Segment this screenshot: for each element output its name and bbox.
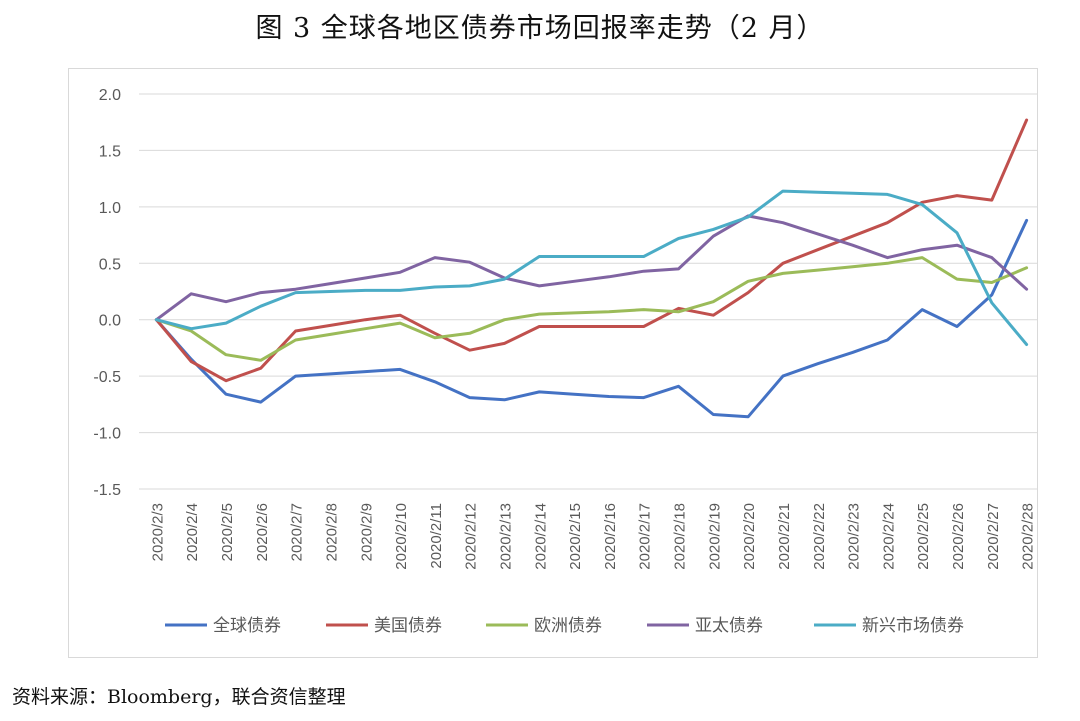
x-tick-label: 2020/2/17 [637,503,654,570]
line-chart: 2.0 1.5 1.0 0.5 0.0 -0.5 -1.0 -1.5 2020/2/3 2020/… [93,87,1037,636]
x-tick-label: 2020/2/18 [672,503,689,570]
legend-label: 欧洲债券 [534,616,602,636]
x-tick-label: 2020/2/11 [428,503,445,569]
x-tick-label: 2020/2/9 [358,503,375,561]
x-tick-label: 2020/2/16 [602,503,619,570]
x-tick-label: 2020/2/7 [289,503,306,561]
x-tick-label: 2020/2/5 [219,503,236,561]
x-tick-label: 2020/2/21 [776,503,793,570]
x-tick-label: 2020/2/19 [706,503,723,570]
x-tick-label: 2020/2/8 [323,503,340,561]
x-tick-label: 2020/2/24 [880,503,897,570]
y-tick-label: 1.0 [99,200,121,217]
x-tick-label: 2020/2/10 [393,503,410,570]
x-tick-label: 2020/2/20 [741,503,758,570]
series-line-1 [154,218,1029,419]
y-tick-label: -1.5 [93,482,121,499]
y-tick-label: 1.5 [99,143,121,160]
series-line-2 [154,118,1029,383]
y-tick-label: 0.5 [99,256,121,273]
x-tick-label: 2020/2/6 [254,503,271,561]
x-tick-label: 2020/2/22 [811,503,828,570]
x-tick-label: 2020/2/14 [532,503,549,570]
x-tick-label: 2020/2/12 [463,503,480,570]
y-tick-label: -0.5 [93,369,121,386]
legend-label: 全球债券 [213,616,281,636]
x-tick-label: 2020/2/23 [846,503,863,570]
series-line-5 [154,189,1029,346]
chart-title: 图 3 全球各地区债券市场回报率走势（2 月） [255,13,825,44]
source-note: 资料来源：Bloomberg，联合资信整理 [12,686,346,708]
x-tick-label: 2020/2/3 [149,503,166,561]
legend-label: 亚太债券 [695,616,763,636]
chart-frame: 2.0 1.5 1.0 0.5 0.0 -0.5 -1.0 -1.5 2020/2/3 2020/… [68,68,1038,658]
x-tick-label: 2020/2/4 [184,503,201,561]
series-line-3 [154,256,1029,362]
x-tick-label: 2020/2/25 [915,503,932,570]
x-tick-label: 2020/2/28 [1020,503,1037,570]
x-tick-label: 2020/2/13 [497,503,514,570]
y-tick-label: 2.0 [99,87,121,104]
x-tick-label: 2020/2/27 [985,503,1002,570]
legend-label: 美国债券 [374,616,442,636]
y-tick-label: -1.0 [93,426,121,443]
series-line-4 [154,214,1029,322]
y-tick-label: 0.0 [99,313,121,330]
x-tick-label: 2020/2/15 [567,503,584,570]
legend-label: 新兴市场债券 [862,616,964,636]
x-tick-label: 2020/2/26 [950,503,967,570]
